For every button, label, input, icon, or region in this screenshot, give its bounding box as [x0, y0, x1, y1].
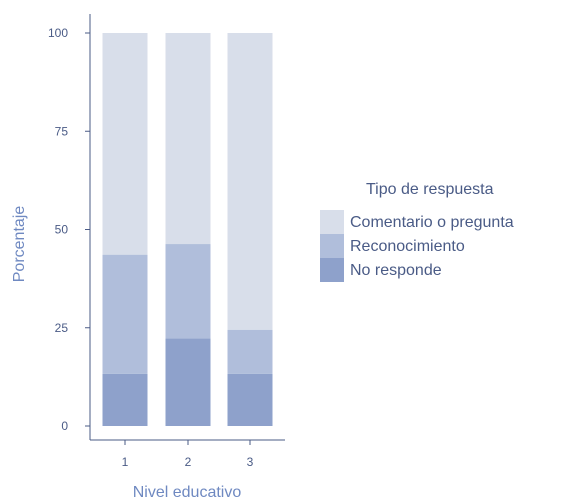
y-ticks-group: 0 25 50 75 100 — [48, 26, 90, 433]
bar-segment-3-2 — [227, 329, 273, 374]
x-tick-label: 1 — [122, 455, 129, 469]
x-tick-label: 3 — [247, 455, 254, 469]
bar-segment-3-1 — [227, 373, 273, 426]
y-axis-title: Porcentaje — [11, 206, 28, 283]
legend-label: No responde — [350, 262, 442, 279]
legend-swatch — [320, 210, 344, 234]
x-axis-title: Nivel educativo — [133, 484, 242, 501]
legend-title: Tipo de respuesta — [366, 181, 494, 198]
bar-segment-1-1 — [102, 373, 148, 426]
y-tick-label: 25 — [55, 321, 69, 335]
bar-segment-2-1 — [165, 338, 211, 426]
bar-segment-1-3 — [102, 33, 148, 255]
y-tick-label: 0 — [61, 419, 68, 433]
legend-label: Reconocimiento — [350, 238, 465, 255]
y-tick-label: 75 — [55, 124, 69, 138]
legend-swatch — [320, 258, 344, 282]
x-ticks-group: 1 2 3 — [122, 440, 254, 469]
legend-label: Comentario o pregunta — [350, 214, 514, 231]
bar-segment-1-2 — [102, 254, 148, 374]
bar-segment-3-3 — [227, 33, 273, 330]
y-tick-label: 50 — [55, 223, 69, 237]
x-tick-label: 2 — [185, 455, 192, 469]
legend: Tipo de respuesta Comentario o pregunta R… — [320, 181, 514, 282]
bar-segment-2-3 — [165, 33, 211, 245]
y-tick-label: 100 — [48, 26, 68, 40]
bar-segment-2-2 — [165, 244, 211, 339]
bars-group — [102, 33, 273, 426]
legend-swatch — [320, 234, 344, 258]
